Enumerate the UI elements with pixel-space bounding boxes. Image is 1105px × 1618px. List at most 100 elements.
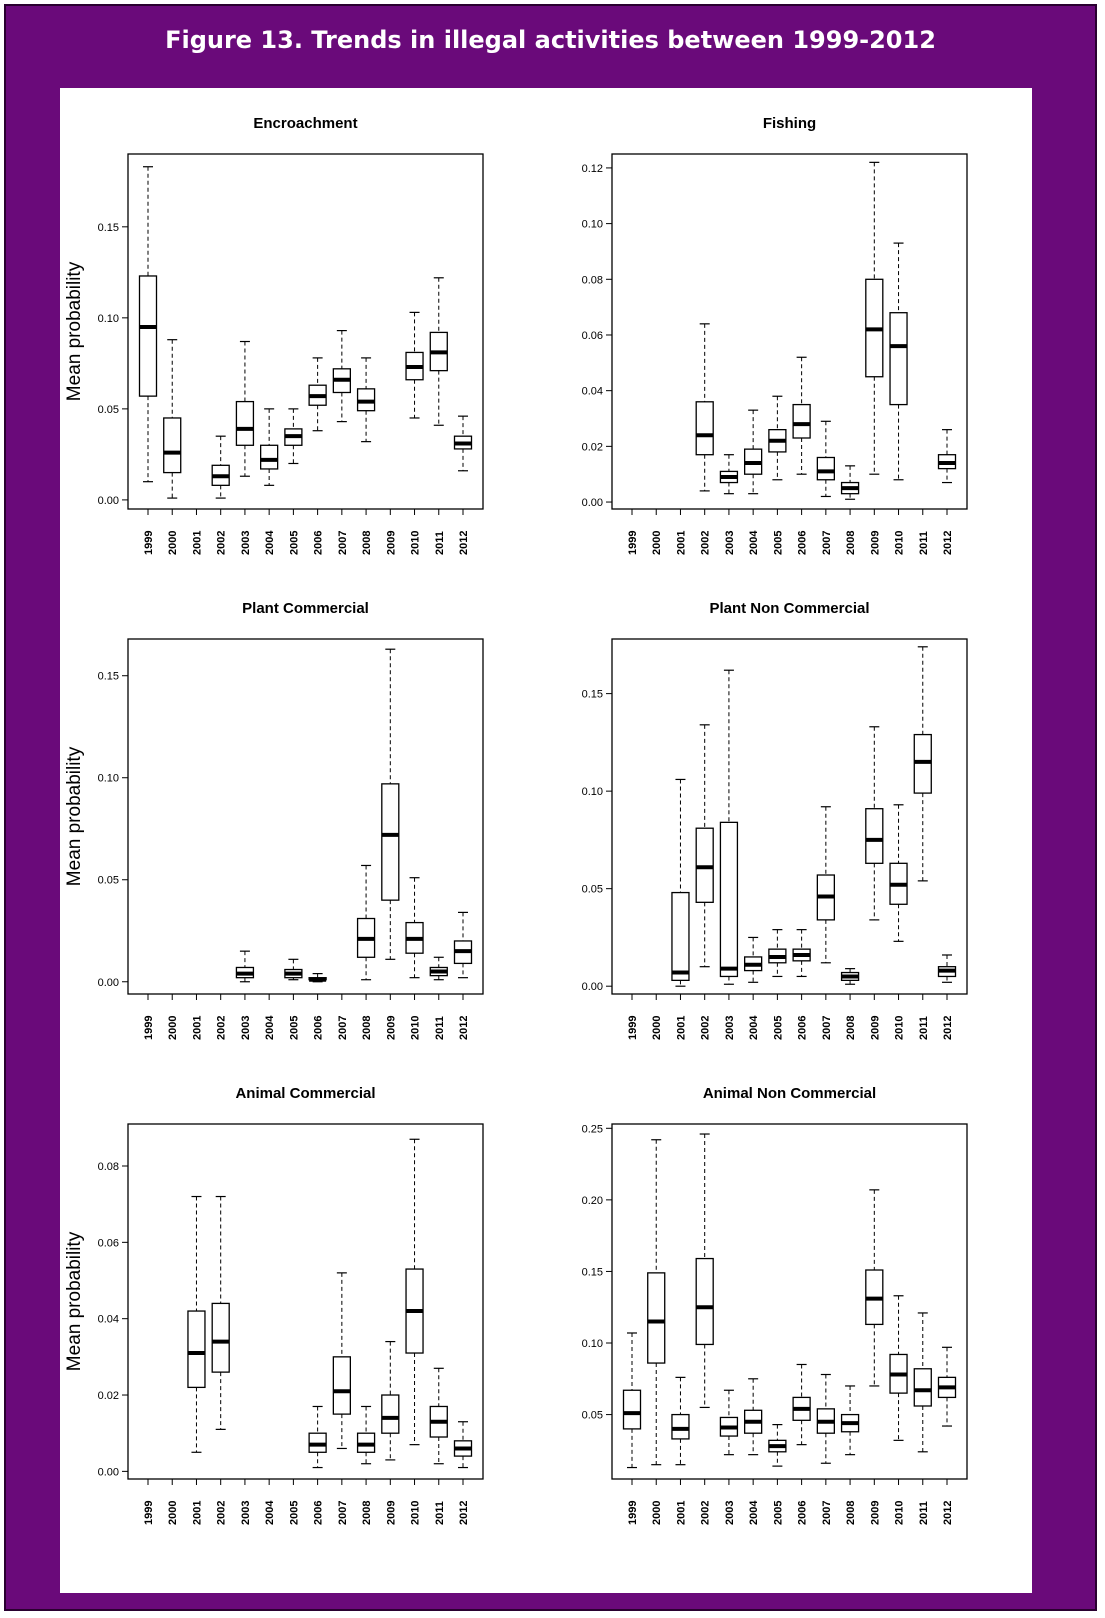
- x-tick-label: 1999: [143, 1501, 155, 1525]
- x-tick-label: 2010: [894, 1501, 906, 1525]
- x-tick-label: 2007: [821, 1501, 833, 1525]
- box-2006: [792, 1363, 811, 1446]
- x-tick-label: 2008: [845, 531, 857, 555]
- x-tick-label: 2005: [772, 531, 784, 555]
- box-2005: [768, 1424, 787, 1467]
- y-tick-label: 0.06: [98, 1237, 119, 1249]
- box-2009: [381, 648, 400, 960]
- y-tick-label: 0.12: [582, 163, 603, 175]
- x-tick-label: 2010: [410, 1501, 422, 1525]
- box-2004: [744, 1378, 763, 1456]
- box-1999: [138, 166, 158, 483]
- box-2012: [937, 429, 957, 484]
- x-tick-label: 2006: [313, 1016, 325, 1040]
- iqr-box: [865, 808, 884, 864]
- x-tick-label: 1999: [627, 1016, 639, 1040]
- box-1999: [622, 1332, 642, 1469]
- y-tick-label: 0.05: [582, 884, 603, 896]
- chart-1: Encroachment Mean probability 0.00 0.05 0.10…: [64, 115, 484, 555]
- x-tick-label: 2003: [724, 1016, 736, 1040]
- x-tick-label: 2008: [845, 1016, 857, 1040]
- x-tick-label: 2001: [675, 1016, 687, 1040]
- box-2001: [671, 778, 690, 987]
- x-tick-label: 2007: [821, 1016, 833, 1040]
- x-tick-label: 2010: [410, 1016, 422, 1040]
- plot-frame: [127, 638, 484, 995]
- box-2012: [453, 911, 473, 979]
- x-tick-label: 2005: [772, 1501, 784, 1525]
- iqr-box: [260, 444, 279, 470]
- box-2002: [211, 435, 230, 499]
- x-tick-label: 2002: [700, 1016, 712, 1040]
- box-2009: [381, 1340, 400, 1461]
- chart-2: Fishing 0.00 0.02 0.04 0.06 0.08 0.10 0.12 1999 2…: [582, 115, 968, 555]
- x-tick-label: 2012: [458, 1501, 470, 1525]
- x-tick-label: 2008: [361, 1501, 373, 1525]
- x-tick-label: 2012: [458, 1016, 470, 1040]
- box-2011: [429, 956, 448, 981]
- iqr-box: [138, 275, 158, 397]
- x-tick-label: 2011: [918, 531, 930, 555]
- box-2005: [284, 958, 303, 981]
- x-tick-label: 2002: [216, 1501, 228, 1525]
- y-tick-label: 0.02: [98, 1390, 119, 1402]
- x-tick-label: 2007: [337, 1016, 349, 1040]
- box-2008: [356, 357, 376, 443]
- x-tick-label: 2010: [894, 1016, 906, 1040]
- box-2008: [356, 864, 376, 981]
- x-tick-label: 2011: [434, 1016, 446, 1040]
- plot-frame: [611, 153, 968, 510]
- box-2006: [308, 1405, 327, 1469]
- x-tick-label: 2010: [894, 531, 906, 555]
- y-tick-label: 0.00: [582, 981, 603, 993]
- box-2001: [187, 1195, 206, 1453]
- x-tick-label: 2003: [724, 1501, 736, 1525]
- iqr-box: [381, 783, 400, 901]
- y-tick-label: 0.10: [98, 773, 119, 785]
- box-2007: [332, 1272, 351, 1450]
- box-2005: [284, 408, 303, 465]
- x-tick-label: 2005: [288, 1016, 300, 1040]
- box-2002: [695, 323, 714, 492]
- y-tick-label: 0.10: [582, 219, 603, 231]
- y-tick-label: 0.00: [582, 497, 603, 509]
- x-tick-label: 2006: [797, 1501, 809, 1525]
- box-2000: [163, 339, 182, 499]
- iqr-box: [695, 401, 714, 456]
- iqr-box: [381, 1394, 400, 1434]
- iqr-box: [332, 1356, 351, 1415]
- iqr-box: [913, 1368, 932, 1407]
- y-tick-label: 0.02: [582, 441, 603, 453]
- x-tick-label: 1999: [143, 1016, 155, 1040]
- box-2005: [768, 395, 787, 481]
- x-tick-label: 1999: [627, 531, 639, 555]
- x-tick-label: 2000: [167, 531, 179, 555]
- x-tick-label: 2012: [942, 1501, 954, 1525]
- box-2001: [671, 1376, 690, 1466]
- box-2010: [405, 311, 424, 419]
- x-tick-label: 2005: [288, 531, 300, 555]
- x-tick-label: 2009: [869, 1016, 881, 1040]
- box-2006: [308, 357, 327, 432]
- y-axis-label: Mean probability: [64, 746, 85, 886]
- x-tick-label: 2011: [434, 531, 446, 555]
- x-tick-label: 2007: [337, 1501, 349, 1525]
- box-2011: [429, 1367, 448, 1465]
- y-tick-label: 0.00: [98, 977, 119, 989]
- y-tick-label: 0.25: [582, 1123, 603, 1135]
- plot-frame: [127, 153, 484, 510]
- y-tick-label: 0.15: [98, 671, 119, 683]
- plot-frame: [611, 638, 968, 995]
- x-tick-label: 2009: [385, 1016, 397, 1040]
- figure-title: Figure 13. Trends in illegal activities …: [165, 26, 936, 54]
- box-2012: [937, 1346, 957, 1427]
- x-tick-label: 2003: [240, 531, 252, 555]
- x-tick-label: 2002: [700, 1501, 712, 1525]
- box-2004: [260, 408, 279, 486]
- chart-3: Plant Commercial Mean probability 0.00 0.05…: [64, 600, 484, 1040]
- box-2003: [235, 950, 255, 983]
- box-2004: [744, 936, 763, 983]
- plot-panel: Encroachment Mean probability 0.00 0.05 0.10…: [60, 88, 1032, 1593]
- x-tick-label: 2007: [337, 531, 349, 555]
- box-2010: [889, 242, 908, 481]
